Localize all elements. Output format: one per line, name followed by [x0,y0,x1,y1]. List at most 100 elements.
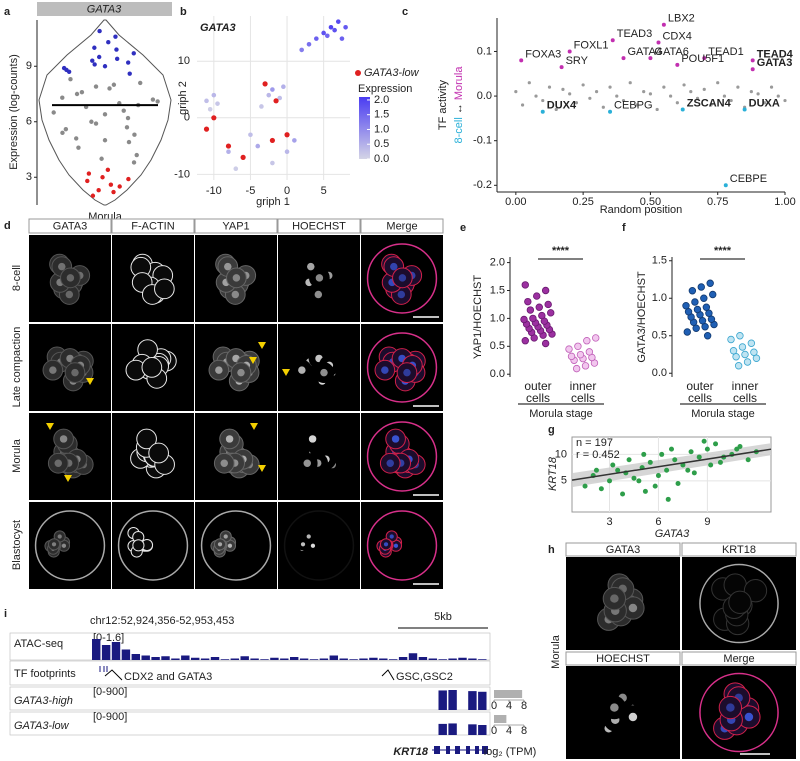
coverage-bar [468,658,477,660]
coverage-bar [220,659,230,660]
cell-dot [150,97,156,102]
nucleus [628,603,638,613]
nucleus [307,262,315,271]
cell-point [610,462,616,468]
cell-dot [117,184,122,189]
tf-point [776,94,780,98]
cell-dot [60,95,65,100]
panel-title: GATA3 [200,22,236,34]
x-axis-label: griph 1 [256,196,290,208]
cell-dot [51,110,56,115]
nucleus [215,366,223,374]
track-frame [9,660,491,686]
coverage-bar [329,655,339,660]
cell-point [669,446,674,452]
row-label: Late compaction [11,327,23,408]
dot [706,279,714,287]
x-tick-label: 9 [704,516,710,528]
embryo-outline [200,510,272,581]
tf-label: CDX4 [662,30,691,42]
low-point [284,132,290,138]
cell-point [672,457,678,463]
tf-label: CEBPG [614,100,653,112]
low-point [225,143,232,149]
cell-dot [97,28,102,34]
dot [743,358,752,366]
cell-point [631,475,637,481]
x-tick-label: -10 [206,185,222,197]
bracket [381,669,395,681]
cell-dot [124,125,130,130]
tf-point [675,101,679,105]
tf-highlight [702,56,707,61]
dot [709,290,717,299]
cell-point [204,98,209,104]
tf-label: GATA3 [757,57,793,69]
tf-highlight [559,65,564,70]
tf-point [615,94,619,98]
column-header [360,218,444,234]
cell-point [582,483,588,489]
annotation: r = 0.452 [576,449,620,461]
x-axis-label: Random position [600,204,683,216]
tf-point [547,85,552,89]
cell-dot [90,193,96,198]
y-tick-label: 1.5 [490,284,505,296]
nucleus [628,712,638,722]
category-label: inner cells [569,379,597,405]
nucleus [300,542,306,547]
coverage-bar [111,642,121,660]
cell [154,278,175,300]
column-label: HOECHST [292,220,346,232]
nucleus [49,366,57,374]
arrowhead [86,378,94,385]
dot [729,347,738,355]
cell-point [708,462,714,468]
tf-highlight [648,56,653,61]
tf-point [669,94,673,98]
tf-label: FOXL1 [574,39,609,51]
x-axis-label: Morula stage [529,408,593,420]
x-tick-label: 0.25 [572,196,593,208]
nucleus [57,534,62,539]
cell-dot [85,178,90,184]
significance: **** [552,245,570,257]
low-point [211,115,217,121]
column-label: Merge [723,653,754,665]
tf-point [554,107,558,112]
tf-point [574,101,579,105]
nucleus [386,459,394,467]
coverage-bar [270,657,279,660]
track-range: [0-900] [93,711,127,723]
nucleus [298,366,306,374]
x-tick-label: 8 [521,725,527,737]
arrowhead [249,357,257,364]
cell-dot [132,132,137,137]
tf-label: DUXA [749,97,780,109]
cell-dot [74,91,80,97]
dot [703,332,712,340]
cell-dot [92,62,97,67]
panel-letter: g [548,424,555,436]
dot [592,334,600,342]
tf-point [621,98,626,103]
cell-point [636,478,642,484]
tf-point [608,85,612,89]
dot [520,315,528,324]
x-axis-label: GATA3 [655,528,690,540]
coverage-bar [181,655,190,660]
cell-point [299,47,304,53]
y-tick-label: 5 [561,475,567,487]
cell [141,357,163,378]
nucleus [237,368,245,377]
x-tick-label: 1.00 [774,196,795,208]
cell-dot [60,130,65,136]
low-point [269,137,276,144]
tf-point [648,92,653,96]
cell-dot [106,40,111,45]
tf-point [769,85,774,89]
track-frame [9,686,491,711]
cell-point [685,467,691,473]
nucleus [393,543,399,548]
tf-label: SRY [566,55,589,67]
